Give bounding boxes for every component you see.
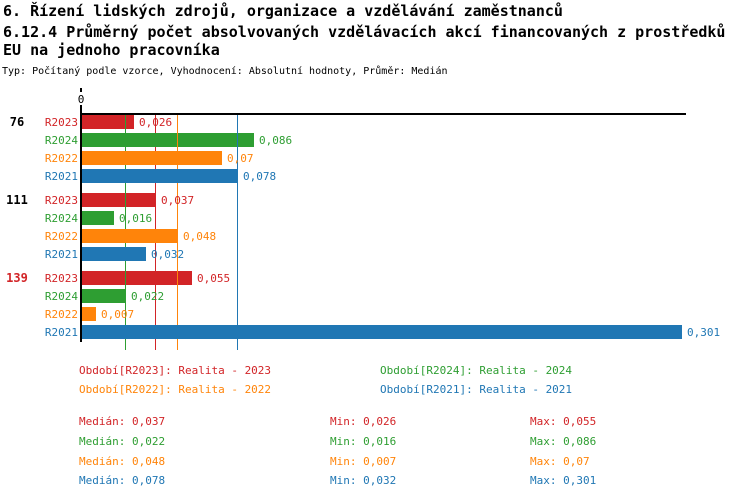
report-title: 6. Řízení lidských zdrojů, organizace a … xyxy=(3,2,563,20)
bar-r2023 xyxy=(82,271,192,285)
median-line-r2021 xyxy=(237,113,238,350)
bar-value-label: 0,037 xyxy=(161,194,195,207)
stat-min-r2021: Min: 0,032 xyxy=(330,474,397,487)
stat-min-r2024: Min: 0,016 xyxy=(330,435,397,448)
group-label: 111 xyxy=(6,193,28,207)
row-label-r2023: R2023 xyxy=(44,116,78,129)
bar-r2023 xyxy=(82,115,134,129)
stat-median-r2021: Medián: 0,078 xyxy=(79,474,166,487)
group-label: 76 xyxy=(9,115,25,129)
bar-r2021 xyxy=(82,325,682,339)
row-label-r2021: R2021 xyxy=(44,248,78,261)
group-label: 139 xyxy=(6,271,28,285)
legend-item-r2024: Období[R2024]: Realita - 2024 xyxy=(380,364,573,377)
row-label-r2021: R2021 xyxy=(44,326,78,339)
row-label-r2022: R2022 xyxy=(44,152,78,165)
bar-value-label: 0,022 xyxy=(131,290,165,303)
row-label-r2023: R2023 xyxy=(44,272,78,285)
bar-r2022 xyxy=(82,229,178,243)
stat-max-r2022: Max: 0,07 xyxy=(530,455,590,468)
x-axis-line xyxy=(81,113,686,115)
bar-r2021 xyxy=(82,247,146,261)
bar-r2021 xyxy=(82,169,238,183)
row-label-r2021: R2021 xyxy=(44,170,78,183)
bar-value-label: 0,086 xyxy=(259,134,293,147)
bar-value-label: 0,07 xyxy=(227,152,254,165)
row-label-r2024: R2024 xyxy=(44,134,78,147)
axis-top-tick xyxy=(80,88,82,92)
bar-value-label: 0,055 xyxy=(197,272,231,285)
bar-value-label: 0,078 xyxy=(243,170,277,183)
y-axis-line xyxy=(80,105,82,342)
report-subtitle-line1: 6.12.4 Průměrný počet absolvovaných vzdě… xyxy=(3,23,726,41)
axis-zero-label: 0 xyxy=(77,93,85,106)
stat-max-r2021: Max: 0,301 xyxy=(530,474,597,487)
bar-value-label: 0,026 xyxy=(139,116,173,129)
bar-value-label: 0,016 xyxy=(119,212,153,225)
stat-median-r2022: Medián: 0,048 xyxy=(79,455,166,468)
bar-r2022 xyxy=(82,151,222,165)
report-subtitle-line2: EU na jednoho pracovníka xyxy=(3,41,220,59)
bar-value-label: 0,301 xyxy=(687,326,721,339)
stat-median-r2023: Medián: 0,037 xyxy=(79,415,166,428)
bar-r2024 xyxy=(82,211,114,225)
bar-r2024 xyxy=(82,289,126,303)
legend-item-r2022: Období[R2022]: Realita - 2022 xyxy=(79,383,272,396)
stat-max-r2023: Max: 0,055 xyxy=(530,415,597,428)
stat-median-r2024: Medián: 0,022 xyxy=(79,435,166,448)
row-label-r2022: R2022 xyxy=(44,308,78,321)
bar-value-label: 0,048 xyxy=(183,230,217,243)
report-meta: Typ: Počítaný podle vzorce, Vyhodnocení:… xyxy=(2,66,448,77)
bar-r2024 xyxy=(82,133,254,147)
bar-r2023 xyxy=(82,193,156,207)
row-label-r2024: R2024 xyxy=(44,290,78,303)
bar-r2022 xyxy=(82,307,96,321)
stat-max-r2024: Max: 0,086 xyxy=(530,435,597,448)
stat-min-r2023: Min: 0,026 xyxy=(330,415,397,428)
bar-value-label: 0,032 xyxy=(151,248,185,261)
legend-item-r2023: Období[R2023]: Realita - 2023 xyxy=(79,364,272,377)
row-label-r2022: R2022 xyxy=(44,230,78,243)
legend-item-r2021: Období[R2021]: Realita - 2021 xyxy=(380,383,573,396)
row-label-r2024: R2024 xyxy=(44,212,78,225)
stat-min-r2022: Min: 0,007 xyxy=(330,455,397,468)
row-label-r2023: R2023 xyxy=(44,194,78,207)
bar-value-label: 0,007 xyxy=(101,308,135,321)
